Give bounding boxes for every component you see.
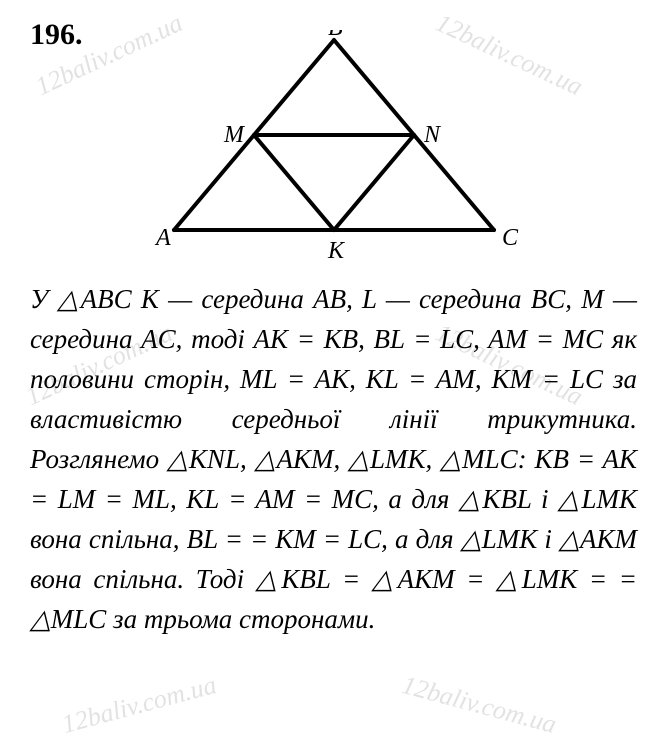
- edge-NK: [334, 135, 414, 230]
- watermark-4: 12baliv.com.ua: [59, 670, 220, 740]
- vertex-label-B: B: [328, 30, 343, 41]
- vertex-label-N: N: [423, 122, 442, 148]
- vertex-label-A: A: [154, 225, 171, 251]
- vertex-label-K: K: [327, 238, 346, 260]
- watermark-5: 12baliv.com.ua: [399, 670, 560, 740]
- problem-number: 196.: [30, 18, 83, 52]
- edge-MK: [254, 135, 334, 230]
- vertex-label-C: C: [502, 225, 519, 251]
- solution-text: У △ABC K — середина AB, L — середина BC,…: [30, 280, 637, 640]
- page: 196. A B C M N K У △ABC K — середина AB, L — …: [0, 0, 667, 748]
- vertex-label-M: M: [223, 122, 246, 148]
- triangle-diagram: A B C M N K: [124, 30, 544, 260]
